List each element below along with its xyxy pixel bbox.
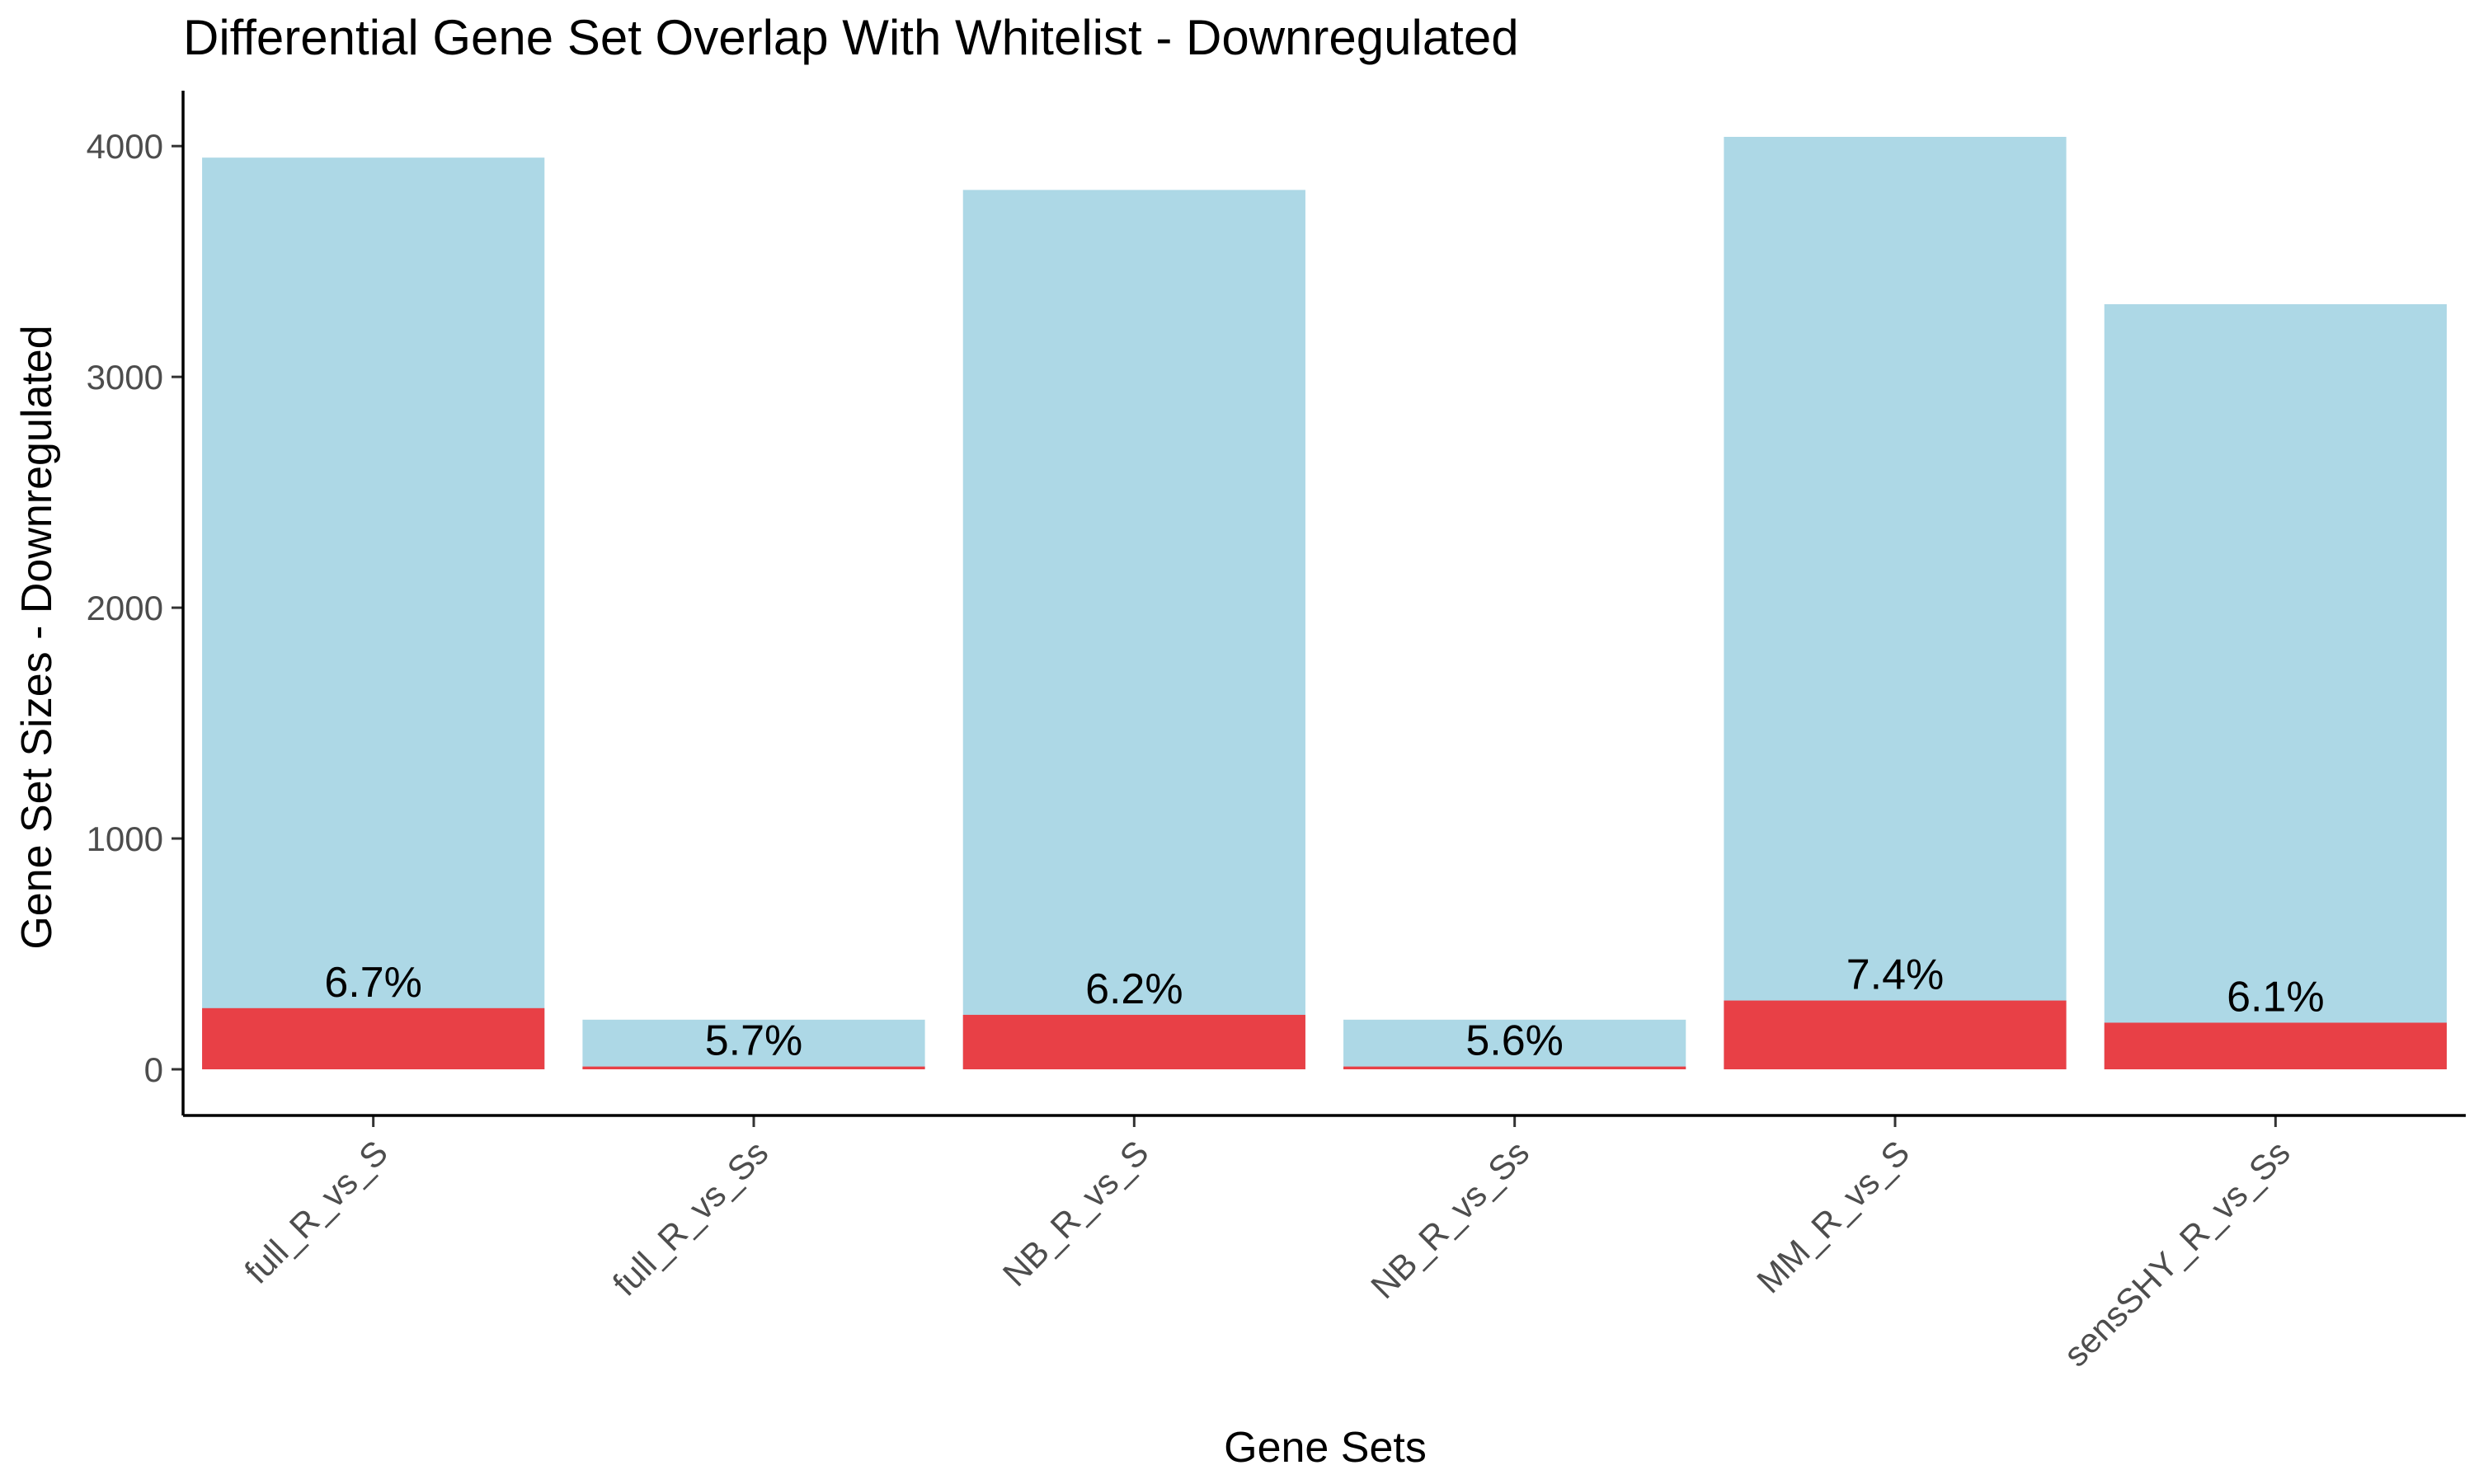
- y-tick-label-2000: 2000: [87, 589, 163, 627]
- x-tick-label-NB_R_vs_S: NB_R_vs_S: [995, 1133, 1156, 1294]
- data-label-full_R_vs_S: 6.7%: [324, 959, 422, 1007]
- y-tick-label-0: 0: [144, 1050, 163, 1089]
- data-label-NB_R_vs_Ss: 5.6%: [1465, 1017, 1564, 1065]
- bar-overlap-NB_R_vs_S: [962, 1014, 1305, 1070]
- bar-overlap-MM_R_vs_S: [1724, 1000, 2067, 1070]
- y-tick-label-3000: 3000: [87, 358, 163, 397]
- data-label-full_R_vs_Ss: 5.7%: [705, 1017, 803, 1065]
- x-tick-label-NB_R_vs_Ss: NB_R_vs_Ss: [1363, 1133, 1536, 1306]
- bar-total-NB_R_vs_S: [962, 190, 1305, 1070]
- x-tick-label-full_R_vs_S: full_R_vs_S: [237, 1133, 395, 1291]
- bar-overlap-full_R_vs_Ss: [582, 1066, 925, 1070]
- x-tick-label-full_R_vs_Ss: full_R_vs_Ss: [605, 1133, 776, 1303]
- bar-total-sensSHY_R_vs_Ss: [2104, 303, 2447, 1070]
- data-labels-layer: 6.7% 5.7% 6.2% 5.6% 7.4% 6.1%: [324, 951, 2324, 1065]
- y-axis-title: Gene Set Sizes - Downregulated: [13, 325, 61, 949]
- bar-total-MM_R_vs_S: [1724, 136, 2067, 1070]
- x-tick-label-sensSHY_R_vs_Ss: sensSHY_R_vs_Ss: [2056, 1133, 2297, 1374]
- x-axis: full_R_vs_S full_R_vs_Ss NB_R_vs_S NB_R_vs_…: [183, 1114, 2466, 1374]
- chart-title: Differential Gene Set Overlap With White…: [183, 10, 1519, 65]
- x-axis-title: Gene Sets: [1224, 1424, 1427, 1472]
- data-label-MM_R_vs_S: 7.4%: [1846, 951, 1945, 999]
- bar-total-NB_R_vs_Ss: [1343, 1019, 1686, 1070]
- bar-total-full_R_vs_Ss: [582, 1019, 925, 1070]
- bar-total-full_R_vs_S: [202, 157, 545, 1070]
- bar-overlap-NB_R_vs_Ss: [1343, 1066, 1686, 1070]
- bars-layer: [202, 136, 2447, 1070]
- bar-overlap-sensSHY_R_vs_Ss: [2104, 1022, 2447, 1070]
- data-label-NB_R_vs_S: 6.2%: [1085, 965, 1183, 1013]
- bar-overlap-full_R_vs_S: [202, 1007, 545, 1070]
- data-label-sensSHY_R_vs_Ss: 6.1%: [2227, 973, 2325, 1021]
- x-tick-label-MM_R_vs_S: MM_R_vs_S: [1749, 1133, 1917, 1300]
- y-tick-label-4000: 4000: [87, 127, 163, 166]
- y-axis: 0 1000 2000 3000 4000: [87, 91, 185, 1115]
- y-tick-label-1000: 1000: [87, 819, 163, 858]
